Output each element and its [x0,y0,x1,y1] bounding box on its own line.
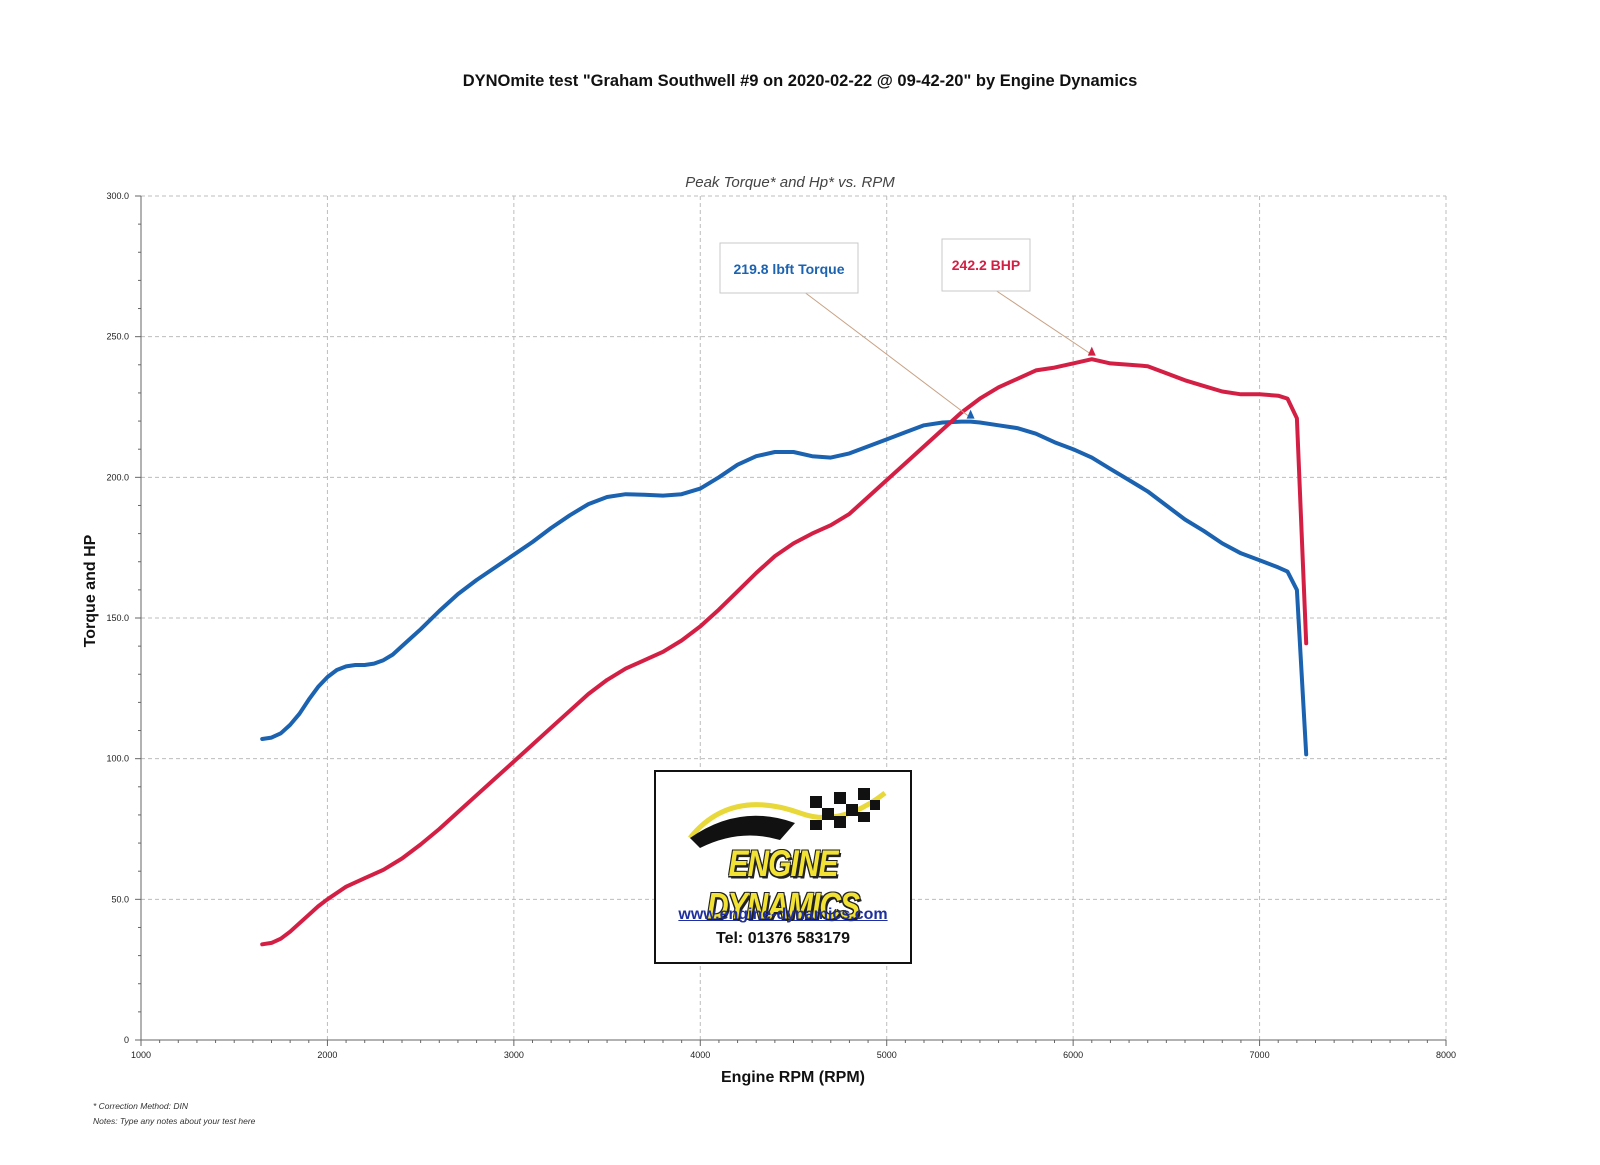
page-title: DYNOmite test "Graham Southwell #9 on 20… [462,72,1138,90]
x-tick-label: 3000 [504,1050,524,1060]
grid-lines [141,195,1447,1040]
x-tick-label: 5000 [877,1050,897,1060]
x-tick-label: 7000 [1250,1050,1270,1060]
torque-annotation-box [719,242,859,294]
x-tick-label: 1000 [131,1050,151,1060]
x-tick-label: 2000 [317,1050,337,1060]
y-tick-label: 300.0 [106,191,129,201]
hp-leader-line [996,290,1093,356]
hp-peak-annotation: 242.2 BHP [941,238,1096,356]
y-tick-label: 150.0 [106,613,129,623]
logo-website: www.engine-dynamics.com [678,906,888,923]
correction-footnote: * Correction Method: DIN [93,1101,188,1111]
y-tick-labels: 0 50.0 100.0 150.0 200.0 250.0 300.0 [106,191,129,1045]
y-tick-label: 200.0 [106,472,129,482]
y-tick-label: 250.0 [106,332,129,342]
hp-annotation-text: 242.2 BHP [952,257,1020,273]
hp-peak-marker [1087,346,1096,356]
y-tick-label: 100.0 [106,754,129,764]
chart-title: Peak Torque* and Hp* vs. RPM [685,174,895,191]
x-tick-label: 6000 [1063,1050,1083,1060]
annotations: 219.8 lbft Torque 242.2 BHP [719,238,1096,419]
torque-leader-line [805,292,971,419]
axes [135,195,1447,1046]
torque-peak-annotation: 219.8 lbft Torque [719,242,975,419]
torque-series-line [260,419,1309,757]
hp-annotation-box [941,238,1031,292]
x-tick-label: 4000 [690,1050,710,1060]
engine-dynamics-logo: ENGINE DYNAMICS www.engine-dynamics.com … [654,770,912,964]
x-tick-label: 8000 [1436,1050,1456,1060]
logo-telephone: Tel: 01376 583179 [715,930,851,947]
y-tick-label: 0 [124,1035,129,1045]
checkered-flag-icon [688,788,887,848]
x-tick-labels: 1000 2000 3000 4000 5000 6000 7000 8000 [131,1050,1456,1060]
notes-footnote: Notes: Type any notes about your test he… [93,1116,256,1126]
torque-peak-marker [966,409,975,419]
torque-annotation-text: 219.8 lbft Torque [734,261,845,277]
logo-name: ENGINE DYNAMICS [706,843,860,928]
y-tick-label: 50.0 [111,894,129,904]
series [260,357,1309,947]
y-axis-label: Torque and HP [82,534,99,647]
x-axis-label: Engine RPM (RPM) [721,1069,865,1086]
hp-series-line [260,357,1309,947]
